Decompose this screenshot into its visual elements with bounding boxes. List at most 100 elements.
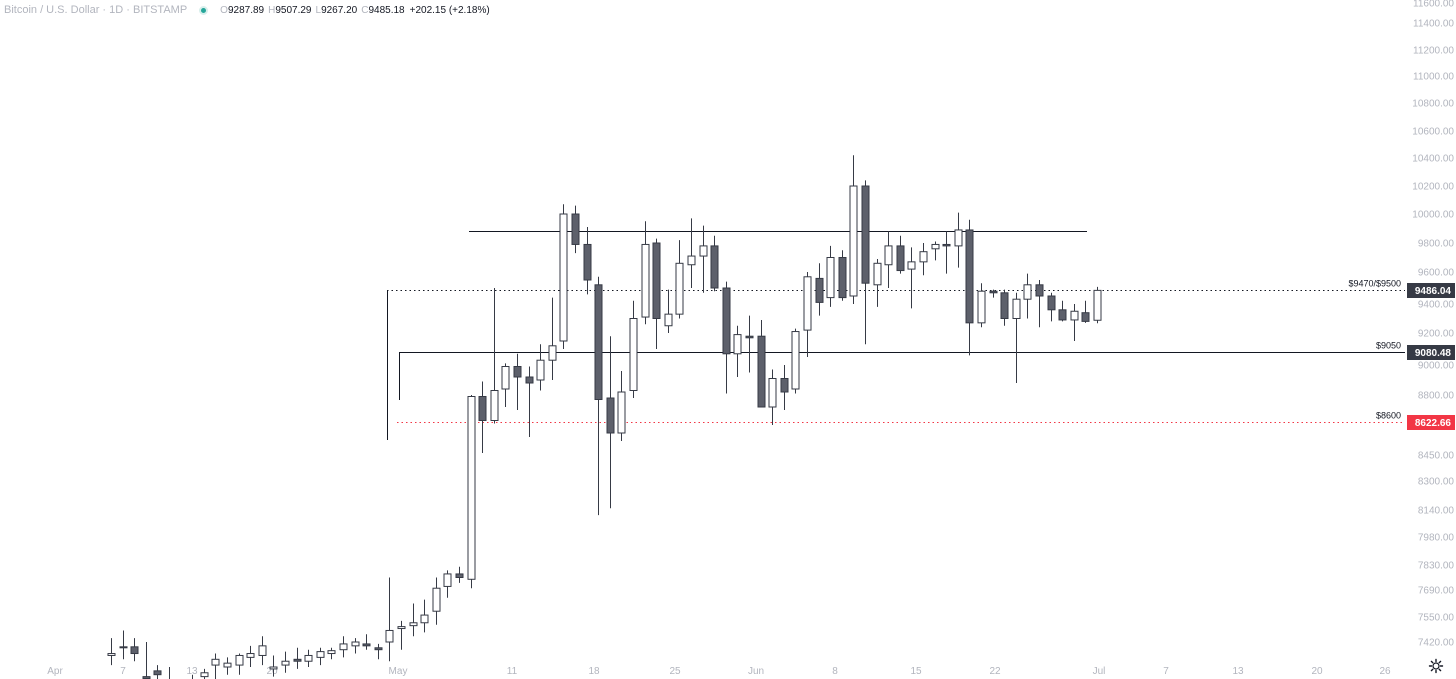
candle-body	[1012, 298, 1021, 320]
price-tick-label: 8800.00	[1418, 391, 1455, 402]
price-tag-bg	[1407, 345, 1455, 360]
price-tick-label: 9600.00	[1418, 268, 1455, 279]
candle-body	[629, 318, 638, 391]
high-key: H	[268, 4, 276, 16]
candle-body	[153, 670, 162, 676]
symbol-title[interactable]: Bitcoin / U.S. Dollar · 1D · BITSTAMP	[4, 4, 188, 16]
time-tick-label: May	[389, 666, 408, 677]
price-tick-label: 10600.00	[1412, 127, 1454, 138]
candle-body	[536, 359, 545, 381]
level-label: $8600	[1376, 411, 1401, 421]
candle-body	[919, 251, 928, 263]
price-tick-label: 10400.00	[1412, 154, 1454, 165]
market-status-icon	[199, 5, 209, 15]
price-tick-label: 9800.00	[1418, 239, 1455, 250]
candle-body	[1047, 295, 1056, 311]
candle-body	[617, 391, 626, 434]
price-tag: 9080.48	[1415, 348, 1452, 359]
candle-body	[420, 614, 429, 624]
candle-body	[768, 378, 777, 408]
candle-body	[942, 243, 951, 247]
candle-body	[1081, 312, 1090, 322]
candle-body	[803, 276, 812, 331]
candle-body	[293, 658, 302, 662]
candle-body	[826, 257, 835, 299]
candle-body	[977, 290, 986, 324]
price-tag-bg	[1407, 415, 1455, 430]
time-tick-label: 20	[266, 666, 278, 677]
time-tick-label: 8	[832, 666, 838, 677]
price-tick-label: 9200.00	[1418, 329, 1455, 340]
candle-body	[745, 335, 754, 339]
candle-body	[119, 646, 128, 649]
candle-body	[374, 647, 383, 651]
price-tick-label: 11400.00	[1413, 19, 1454, 30]
time-tick-label: 22	[989, 666, 1001, 677]
candle-body	[397, 626, 406, 630]
candle-body	[838, 257, 847, 299]
close-value: 9485.18	[368, 4, 405, 16]
candle-body	[873, 262, 882, 286]
candle-body	[548, 345, 557, 361]
price-tick-label: 10200.00	[1412, 182, 1454, 193]
candle-body	[687, 255, 696, 266]
time-tick-label: Jun	[748, 666, 764, 677]
candle-body	[896, 245, 905, 272]
candle-body	[327, 650, 336, 655]
time-tick-label: 15	[910, 666, 922, 677]
candle-body	[1035, 284, 1044, 297]
candle-body	[107, 653, 116, 656]
open-value: 9287.89	[227, 4, 265, 16]
candle-body	[258, 645, 267, 656]
candle-body	[861, 185, 870, 284]
price-tick-label: 7550.00	[1418, 613, 1455, 624]
candle-body	[223, 662, 232, 668]
candle-body	[583, 243, 592, 281]
price-tick-label: 7420.00	[1418, 638, 1455, 649]
candle-body	[269, 666, 278, 670]
price-tick-label: 11200.00	[1413, 46, 1454, 57]
candle-body	[815, 277, 824, 303]
price-tick-label: 7690.00	[1418, 586, 1455, 597]
time-tick-label: 18	[588, 666, 600, 677]
candle-body	[501, 366, 510, 390]
high-value: 9507.29	[275, 4, 312, 16]
change-value: +202.15 (+2.18%)	[409, 4, 490, 16]
low-key: L	[315, 4, 322, 16]
candle-body	[606, 397, 615, 434]
open-key: O	[220, 4, 228, 16]
candle-body	[281, 660, 290, 666]
candle-body	[316, 651, 325, 658]
level-label: $9470/$9500	[1348, 279, 1401, 289]
candle-body	[664, 313, 673, 327]
candle-body	[130, 646, 139, 655]
time-tick-label: 7	[1163, 666, 1169, 677]
candle-body	[246, 653, 255, 658]
settings-gear-icon[interactable]	[1428, 658, 1444, 674]
candle-body	[931, 243, 940, 250]
candle-body	[757, 335, 766, 408]
candle-body	[722, 287, 731, 355]
candle-body	[780, 378, 789, 393]
candle-body	[849, 185, 858, 297]
price-tick-label: 7830.00	[1418, 561, 1455, 572]
low-value: 9267.20	[321, 4, 358, 16]
time-tick-label: 25	[669, 666, 681, 677]
candle-body	[710, 245, 719, 289]
price-tick-label: 9400.00	[1418, 300, 1455, 311]
price-tick-label: 8300.00	[1418, 477, 1455, 488]
chart-header: Bitcoin / U.S. Dollar · 1D · BITSTAMP O …	[4, 2, 490, 18]
price-tick-label: 8450.00	[1418, 451, 1455, 462]
price-tag: 9486.04	[1415, 286, 1452, 297]
candle-body	[733, 334, 742, 355]
price-tag-bg	[1407, 283, 1455, 298]
time-tick-label: 20	[1311, 666, 1323, 677]
price-tick-label: 8140.00	[1418, 506, 1455, 517]
candle-body	[571, 213, 580, 245]
price-tick-label: 10800.00	[1412, 99, 1454, 110]
time-tick-label: Jul	[1093, 666, 1106, 677]
candle-body	[1023, 284, 1032, 300]
time-tick-label: 7	[120, 666, 126, 677]
time-tick-label: 13	[186, 666, 198, 677]
